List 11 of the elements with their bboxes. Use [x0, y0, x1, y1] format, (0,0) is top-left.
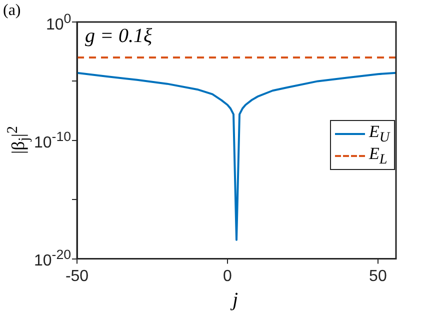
- text: (a): [3, 2, 21, 20]
- x-axis-title: j: [232, 288, 238, 312]
- x-tick-label: -50: [65, 268, 89, 285]
- legend-label: E$_{L}$: [369, 144, 388, 169]
- x-tick-label: 50: [369, 268, 387, 285]
- x-tick-label: 0: [223, 268, 232, 285]
- annotation: g = 0.1ξ: [85, 25, 152, 48]
- y-tick-label: 10$^{-20}$: [34, 247, 72, 270]
- y-tick-label: 10$^{-10}$: [34, 128, 72, 152]
- y-tick-label: 10$^{0}$: [46, 10, 72, 34]
- legend-label: E$_{U}$: [369, 122, 390, 146]
